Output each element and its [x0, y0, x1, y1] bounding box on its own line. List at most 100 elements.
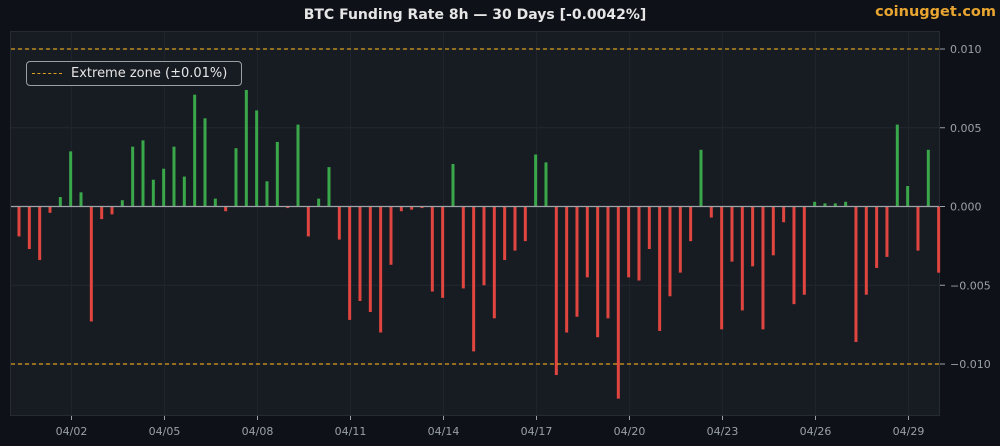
funding-bar	[110, 206, 114, 215]
x-tick-label: 04/20	[614, 425, 646, 438]
funding-bar	[461, 206, 465, 289]
y-tick-label: −0.010	[950, 358, 991, 371]
funding-bar	[337, 206, 341, 240]
funding-bar	[203, 118, 207, 207]
funding-bar	[544, 162, 548, 207]
funding-bar	[430, 206, 434, 292]
funding-bar	[286, 206, 290, 209]
brand-watermark: coinugget.com	[875, 4, 996, 20]
funding-bar	[79, 192, 83, 207]
funding-bar	[771, 206, 775, 256]
funding-bar	[761, 206, 765, 330]
funding-bar	[120, 200, 124, 207]
funding-bar	[399, 206, 403, 212]
funding-bar	[616, 206, 620, 399]
funding-bar	[389, 206, 393, 265]
funding-bar	[327, 167, 331, 207]
x-tick-label: 04/23	[707, 425, 739, 438]
funding-bar	[492, 206, 496, 319]
funding-bar	[895, 124, 899, 207]
funding-bar	[296, 124, 300, 207]
funding-bar	[575, 206, 579, 317]
funding-bar	[906, 186, 910, 207]
funding-bar	[58, 197, 62, 207]
funding-bar	[27, 206, 31, 250]
funding-bar	[585, 206, 589, 278]
funding-bar	[740, 206, 744, 311]
funding-bar	[637, 206, 641, 281]
funding-bar	[420, 206, 424, 209]
funding-bar	[451, 163, 455, 207]
funding-bar	[689, 206, 693, 242]
funding-bar	[213, 198, 217, 207]
funding-bar	[306, 206, 310, 237]
funding-bar	[358, 206, 362, 301]
funding-bar	[482, 206, 486, 286]
funding-bar	[317, 198, 321, 207]
funding-bar	[885, 206, 889, 257]
funding-bar	[151, 179, 155, 207]
funding-bar	[162, 168, 166, 207]
funding-bar	[854, 206, 858, 342]
funding-bar	[224, 206, 228, 212]
funding-bar	[792, 206, 796, 305]
chart-title: BTC Funding Rate 8h — 30 Days [-0.0042%]	[303, 7, 647, 23]
x-tick-label: 04/14	[428, 425, 460, 438]
funding-bar	[720, 206, 724, 330]
funding-bar	[782, 206, 786, 223]
funding-bar	[606, 206, 610, 319]
funding-bar	[17, 206, 21, 237]
funding-bar	[554, 206, 558, 376]
dashed-line-icon	[32, 73, 62, 74]
funding-bar	[472, 206, 476, 352]
funding-bar	[172, 146, 176, 207]
funding-bar	[813, 201, 817, 207]
funding-bar	[441, 206, 445, 298]
funding-bar	[751, 206, 755, 267]
funding-bar	[534, 154, 538, 207]
funding-bar	[193, 94, 197, 207]
x-tick-label: 04/11	[335, 425, 367, 438]
legend-label: Extreme zone (±0.01%)	[71, 66, 228, 81]
funding-bar	[678, 206, 682, 273]
funding-bar	[368, 206, 372, 313]
x-tick-label: 04/08	[242, 425, 274, 438]
funding-bar	[658, 206, 662, 331]
funding-bar	[844, 201, 848, 207]
funding-bar	[937, 206, 941, 273]
funding-bar	[875, 206, 879, 268]
funding-bar	[379, 206, 383, 333]
funding-bar	[141, 140, 145, 207]
funding-bar	[699, 149, 703, 207]
funding-bar	[38, 206, 42, 261]
funding-bar	[823, 203, 827, 207]
funding-bar	[647, 206, 651, 250]
funding-bar	[864, 206, 868, 295]
funding-bar	[69, 151, 73, 207]
funding-bar	[131, 146, 135, 207]
funding-bar	[627, 206, 631, 278]
funding-bar	[348, 206, 352, 320]
legend: Extreme zone (±0.01%)	[26, 61, 242, 86]
funding-bar	[100, 206, 104, 220]
y-tick-label: 0.010	[950, 43, 982, 56]
funding-bar	[89, 206, 93, 322]
x-tick-label: 04/29	[893, 425, 925, 438]
funding-bar	[410, 206, 414, 210]
y-tick-label: 0.000	[950, 201, 982, 214]
x-tick-label: 04/02	[56, 425, 88, 438]
funding-bar	[709, 206, 713, 218]
x-tick-label: 04/17	[521, 425, 553, 438]
funding-bar	[513, 206, 517, 251]
x-tick-label: 04/26	[800, 425, 832, 438]
funding-bar	[730, 206, 734, 262]
funding-bar	[265, 181, 269, 207]
funding-bar	[48, 206, 52, 213]
funding-bar	[596, 206, 600, 338]
funding-bar	[503, 206, 507, 261]
funding-bar	[802, 206, 806, 295]
funding-bar	[833, 203, 837, 207]
funding-bar	[182, 176, 186, 207]
y-tick-label: 0.005	[950, 122, 982, 135]
